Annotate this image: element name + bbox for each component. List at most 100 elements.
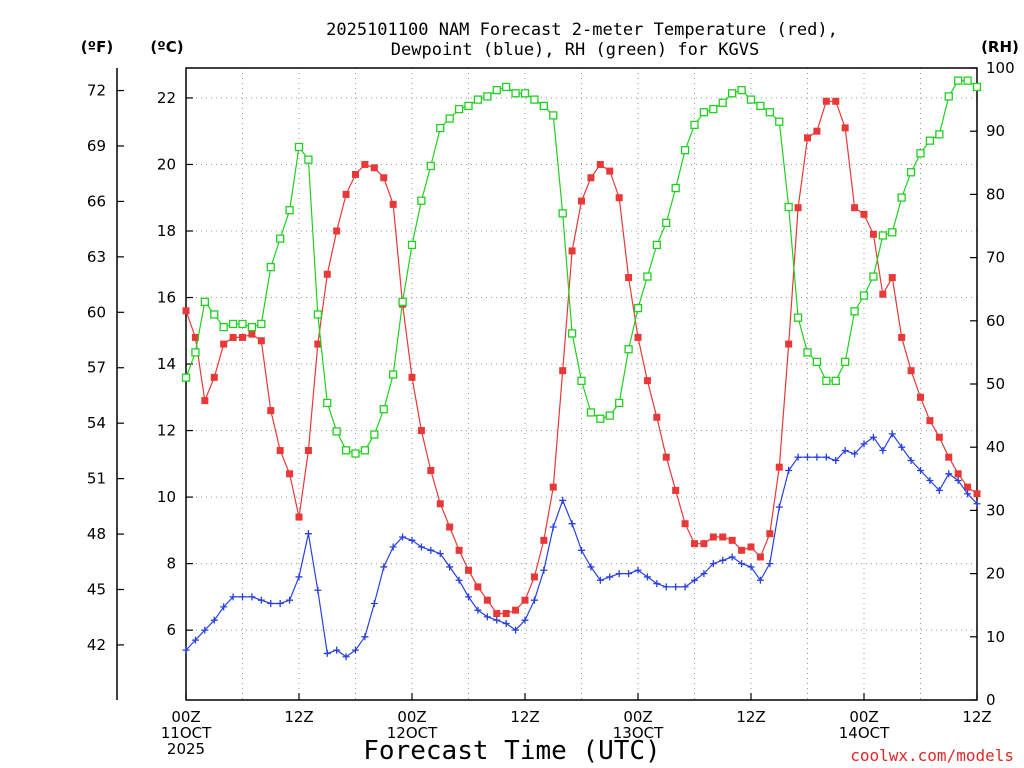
temperature-point	[474, 583, 482, 591]
temperature-point	[756, 553, 764, 561]
rh-point	[596, 414, 605, 423]
temperature-point	[945, 453, 953, 461]
rh-point	[775, 117, 784, 126]
rh-point	[454, 104, 464, 114]
temperature-point	[719, 533, 727, 541]
dewpoint-point	[436, 550, 444, 558]
dewpoint-point	[304, 530, 312, 538]
rh-point	[558, 209, 567, 218]
dewpoint-point	[474, 606, 482, 614]
temperature-point	[257, 337, 265, 345]
dewpoint-point	[333, 646, 341, 654]
rh-tick-label: 50	[986, 375, 1005, 393]
temperature-point	[352, 170, 359, 178]
dewpoint-point	[954, 476, 962, 484]
dewpoint-point	[860, 440, 868, 448]
dewpoint-point	[465, 593, 472, 601]
dewpoint-point	[926, 476, 934, 484]
rh-point	[709, 104, 718, 114]
dewpoint-point	[361, 633, 369, 641]
dewpoint-point	[182, 646, 190, 654]
temperature-point	[879, 290, 887, 298]
series-filled-square	[182, 97, 981, 618]
temperature-point	[672, 486, 680, 494]
rh-point	[690, 120, 699, 130]
temperature-point	[314, 340, 322, 348]
rh-point	[407, 240, 417, 250]
rh-point	[577, 376, 586, 385]
rh-point	[831, 376, 840, 385]
dewpoint-point	[257, 596, 265, 604]
rh-point	[276, 234, 285, 243]
rh-point	[803, 348, 812, 357]
x-tick-label: 12Z	[510, 708, 539, 726]
dewpoint-point	[672, 583, 680, 591]
dewpoint-point	[719, 556, 727, 564]
dewpoint-point	[540, 566, 548, 574]
chart-title-line1: 2025101100 NAM Forecast 2-meter Temperat…	[326, 20, 838, 40]
dewpoint-point	[521, 616, 529, 624]
x-tick-label: 12Z	[962, 708, 991, 726]
dewpoint-point	[559, 496, 567, 504]
rh-point	[511, 89, 520, 98]
rh-point	[680, 146, 690, 155]
dewpoint-point	[210, 616, 218, 624]
temperature-point	[568, 247, 576, 255]
rh-tick-label: 90	[986, 122, 1005, 140]
fahrenheit-tick-label: 57	[87, 359, 106, 377]
rh-point	[916, 149, 925, 158]
rh-tick-label: 70	[986, 249, 1005, 267]
dewpoint-point	[625, 570, 633, 578]
dewpoint-point	[549, 523, 557, 531]
dewpoint-point	[964, 490, 972, 498]
dewpoint-point	[408, 536, 416, 544]
temperature-point	[898, 333, 906, 341]
temperature-point	[267, 407, 275, 415]
dewpoint-point	[945, 470, 953, 478]
rh-point	[878, 231, 887, 240]
rh-point	[567, 329, 577, 338]
fahrenheit-tick-label: 63	[87, 248, 106, 266]
rh-point	[935, 130, 944, 139]
dewpoint-point	[747, 563, 755, 571]
rh-point	[633, 304, 643, 313]
rh-point	[191, 348, 200, 357]
celsius-tick-label: 10	[157, 488, 176, 506]
rh-point	[247, 322, 257, 332]
temperature-point	[738, 546, 746, 554]
celsius-tick-labels: 6 8 10 12 14 16 18 20 22	[157, 89, 176, 639]
dewpoint-point	[766, 560, 774, 568]
rh-point	[360, 446, 370, 455]
dewpoint-point	[841, 447, 849, 455]
rh-point	[464, 101, 473, 111]
dewpoint-point	[869, 433, 877, 441]
rh-tick-label: 60	[986, 312, 1005, 330]
rh-point	[888, 228, 897, 237]
rh-point	[370, 430, 379, 439]
rh-point	[897, 193, 906, 202]
dewpoint-point	[700, 570, 708, 578]
dewpoint-point	[587, 563, 595, 571]
fahrenheit-tick-label: 42	[87, 636, 106, 654]
dewpoint-point	[239, 593, 246, 601]
rh-point	[699, 108, 709, 117]
rh-point	[925, 136, 935, 145]
celsius-tick-label: 6	[166, 621, 176, 639]
rh-point	[257, 319, 266, 329]
rh-point	[210, 310, 219, 319]
temperature-point	[681, 520, 689, 528]
dewpoint-point	[323, 649, 331, 657]
temperature-point	[832, 97, 840, 105]
temperature-point	[540, 536, 548, 544]
rh-tick-label: 100	[986, 59, 1015, 77]
dewpoint-point	[427, 546, 435, 554]
dewpoint-point	[295, 573, 303, 581]
dewpoint-point	[681, 583, 689, 591]
temperature-point	[785, 340, 793, 348]
rh-point	[869, 272, 878, 281]
fahrenheit-tick-label: 45	[87, 580, 106, 598]
rh-point	[963, 76, 972, 85]
dewpoint-point	[399, 533, 407, 541]
rh-point	[549, 111, 558, 120]
